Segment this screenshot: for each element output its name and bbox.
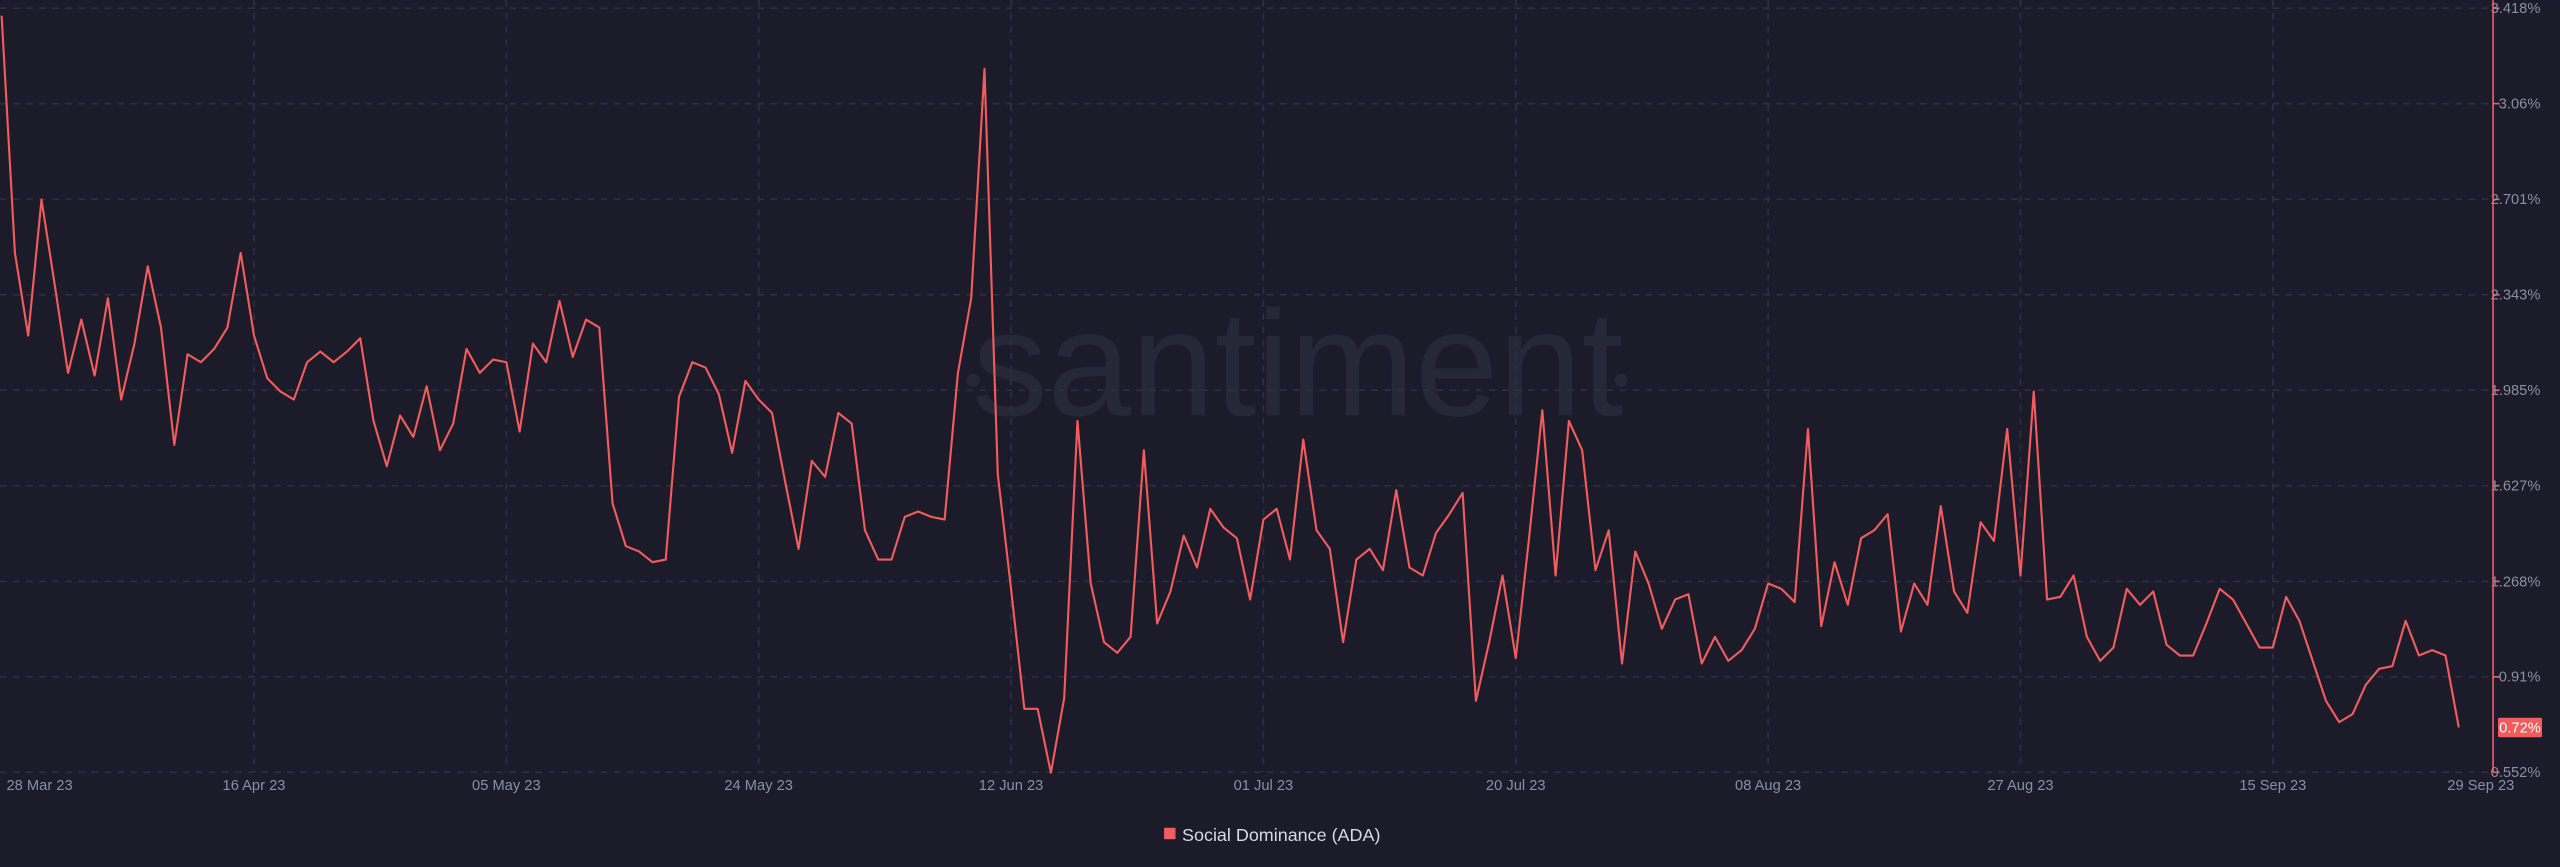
x-tick-label: 05 May 23 — [472, 778, 541, 794]
x-tick-label: 12 Jun 23 — [979, 778, 1044, 794]
x-tick-label: 15 Sep 23 — [2239, 778, 2306, 794]
current-value-badge — [2497, 717, 2543, 738]
y-tick-label: 3.418% — [2491, 1, 2541, 17]
legend-swatch — [1164, 827, 1176, 840]
x-tick-label: 24 May 23 — [724, 778, 793, 794]
y-tick-label: 0.552% — [2491, 765, 2541, 781]
x-tick-label: 08 Aug 23 — [1735, 778, 1801, 794]
x-tick-label: 16 Apr 23 — [223, 778, 286, 794]
watermark-dot — [966, 373, 980, 387]
x-tick-label: 29 Sep 23 — [2447, 778, 2514, 794]
y-tick-label: 1.627% — [2491, 479, 2541, 495]
y-tick-label: 0.91% — [2499, 670, 2541, 686]
y-tick-label: 3.06% — [2499, 97, 2541, 113]
x-tick-label: 28 Mar 23 — [7, 778, 73, 794]
watermark: santiment — [972, 279, 1623, 447]
current-value-label: 0.72% — [2499, 720, 2541, 736]
x-tick-label: 27 Aug 23 — [1987, 778, 2053, 794]
line-series — [0, 15, 2460, 774]
x-tick-label: 20 Jul 23 — [1486, 778, 1546, 794]
legend-item: Social Dominance (ADA) — [1164, 825, 1380, 845]
watermark-dot — [1614, 373, 1628, 387]
y-tick-label: 1.268% — [2491, 574, 2541, 590]
y-tick-label: 2.343% — [2491, 288, 2541, 304]
x-tick-label: 01 Jul 23 — [1234, 778, 1294, 794]
legend-label: Social Dominance (ADA) — [1182, 825, 1380, 845]
y-tick-label: 1.985% — [2491, 383, 2541, 399]
y-tick-label: 2.701% — [2491, 192, 2541, 208]
